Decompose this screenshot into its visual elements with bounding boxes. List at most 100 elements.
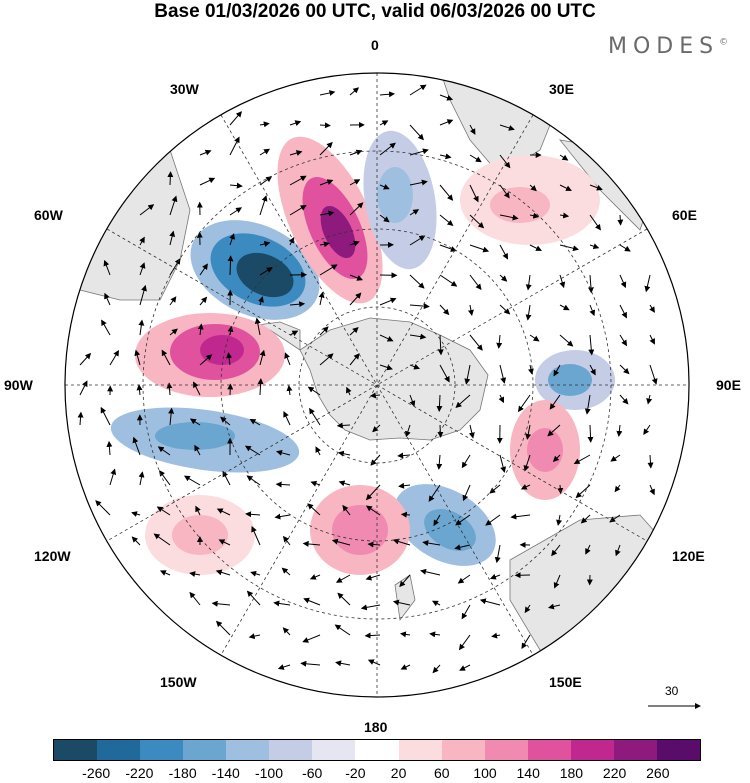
wind-arrow — [349, 240, 360, 247]
colorbar-swatch — [398, 740, 442, 760]
wind-arrow — [439, 153, 452, 160]
wind-arrow — [525, 424, 532, 440]
wind-arrow — [469, 214, 485, 229]
colorbar-swatch — [54, 740, 98, 760]
wind-arrow — [337, 450, 351, 457]
wind-arrow — [106, 440, 113, 456]
wind-arrow — [138, 471, 145, 486]
wind-arrow — [215, 569, 231, 576]
wind-arrow — [379, 184, 390, 190]
wind-arrow — [79, 380, 88, 396]
wind-arrow — [289, 175, 307, 186]
wind-arrow — [498, 394, 505, 404]
wind-arrow — [349, 292, 362, 306]
wind-arrow — [589, 364, 596, 376]
wind-arrow — [549, 394, 561, 410]
wind-arrow — [489, 484, 501, 494]
wind-arrow — [139, 262, 146, 276]
wind-arrow — [134, 349, 141, 366]
wind-arrow — [104, 292, 111, 306]
wind-arrow — [397, 452, 411, 459]
wind-arrow — [319, 326, 329, 336]
wind-arrow — [461, 604, 471, 620]
wind-arrow — [399, 574, 411, 588]
lon-label-90w: 90W — [4, 377, 33, 393]
wind-arrow — [193, 381, 201, 396]
wind-arrow — [439, 304, 450, 316]
wind-arrow — [319, 241, 330, 248]
wind-arrow — [246, 475, 261, 486]
wind-arrow — [379, 142, 396, 156]
wind-arrow — [365, 505, 381, 516]
wind-arrow — [349, 87, 360, 96]
wind-arrow — [367, 541, 381, 548]
wind-arrow — [619, 364, 630, 375]
wind-arrow — [159, 470, 171, 486]
wind-arrow — [334, 624, 351, 636]
wind-arrow — [227, 255, 234, 276]
wind-arrow — [307, 386, 321, 396]
colorbar-tick-label: -140 — [211, 765, 240, 781]
wind-arrow — [288, 236, 295, 246]
wind-arrow — [335, 574, 351, 583]
wind-arrow — [227, 325, 234, 336]
wind-arrow — [439, 364, 450, 383]
wind-arrow — [559, 244, 580, 252]
wind-arrow — [616, 424, 623, 437]
wind-arrow — [432, 664, 441, 674]
wind-arrow — [199, 177, 216, 186]
wind-arrow — [499, 154, 511, 169]
wind-arrow — [553, 574, 561, 589]
wind-arrow — [392, 538, 411, 546]
wind-arrow — [277, 664, 291, 670]
wind-arrow — [485, 514, 501, 526]
wind-arrow — [469, 244, 490, 253]
wind-arrow — [431, 600, 441, 607]
wind-arrow — [455, 514, 471, 526]
wind-arrow — [259, 148, 271, 156]
wind-arrow — [454, 544, 471, 551]
wind-arrow — [379, 297, 397, 306]
wind-arrow — [331, 538, 351, 546]
wind-arrow — [409, 394, 416, 407]
wind-arrow — [226, 352, 233, 366]
wind-arrow — [364, 632, 381, 639]
wind-arrow — [222, 470, 231, 486]
wind-arrow — [284, 352, 291, 366]
wind-arrow — [169, 230, 176, 246]
wind-arrow — [409, 363, 420, 370]
map-boundary — [64, 72, 690, 698]
wind-arrow — [131, 511, 141, 517]
colorbar-tick-label: -180 — [168, 765, 197, 781]
colorbar-tick-label: 20 — [390, 765, 407, 781]
colorbar-swatch — [312, 740, 356, 760]
wind-arrow — [517, 394, 531, 413]
wind-vectors — [77, 84, 658, 674]
wind-arrow — [319, 264, 338, 276]
wind-arrow — [559, 154, 569, 161]
colorbar-swatch — [97, 740, 141, 760]
wind-arrow — [254, 317, 261, 336]
wind-arrow — [139, 204, 155, 216]
wind-arrow — [559, 334, 574, 347]
wind-arrow — [615, 544, 621, 557]
colorbar-tick-label: -20 — [345, 765, 366, 781]
wind-arrow — [646, 394, 653, 405]
wind-arrow — [259, 241, 271, 247]
wind-arrow — [585, 544, 591, 555]
lon-label-30w: 30W — [170, 81, 199, 97]
wind-arrow — [349, 202, 364, 216]
wind-arrow — [101, 319, 111, 336]
wind-arrow — [159, 570, 171, 576]
colorbar-swatch — [226, 740, 270, 760]
wind-arrow — [310, 480, 321, 487]
wind-arrow — [379, 120, 389, 126]
wind-arrow — [529, 184, 537, 192]
colorbar-swatch — [527, 740, 571, 760]
wind-arrow — [259, 267, 273, 276]
wind-arrow — [573, 454, 591, 465]
wind-arrow — [342, 504, 351, 516]
wind-arrow — [644, 274, 651, 293]
wind-arrow — [251, 525, 261, 546]
